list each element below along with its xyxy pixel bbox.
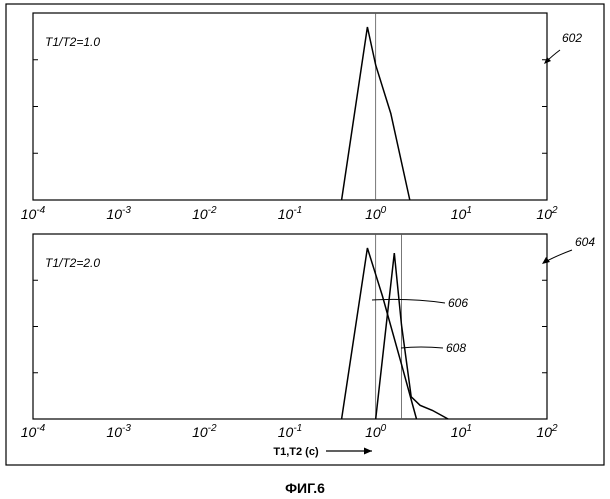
reference-leaders (372, 50, 572, 348)
x-tick-label: 10-4 (21, 205, 46, 222)
panel-label: T1/T2=1.0 (45, 35, 100, 49)
leader-604 (545, 250, 572, 262)
panel-label: T1/T2=2.0 (45, 256, 100, 270)
series-reference-number: 608 (446, 341, 466, 355)
x-tick-label: 10-3 (106, 205, 131, 222)
x-tick-label: 101 (451, 423, 472, 440)
x-tick-label: 101 (451, 205, 472, 222)
chart-panel-bottom: 10-4 10-3 10-2 10-1 100 101 102 T1/T2=2.0 604 T1,… (21, 234, 596, 458)
x-tick-label: 10-3 (106, 423, 131, 440)
x-tick-label: 10-2 (192, 205, 217, 222)
x-tick-label: 100 (365, 423, 387, 440)
panel-reference-number: 604 (575, 235, 595, 249)
x-tick-label: 10-2 (192, 423, 217, 440)
series-reference-number: 606 (448, 296, 468, 310)
leader-604-head (542, 257, 550, 264)
panel-reference-number: 602 (562, 31, 582, 45)
x-tick-label: 102 (536, 423, 558, 440)
x-tick-label: 10-4 (21, 423, 46, 440)
plot-frame (33, 13, 547, 200)
x-axis-arrowhead (364, 448, 372, 455)
series-line-2 (376, 253, 448, 419)
x-tick-label: 10-1 (278, 423, 302, 440)
leader-608 (401, 347, 443, 348)
plot-frame (33, 234, 547, 419)
chart-panel-top: 10-4 10-3 10-2 10-1 100 101 102 T1/T2=1.0 602 (21, 13, 583, 222)
figure-caption: ФИГ.6 (285, 480, 325, 496)
leader-606 (372, 299, 445, 303)
x-tick-label: 102 (536, 205, 558, 222)
x-axis-label: T1,T2 (c) (273, 446, 319, 458)
x-tick-label: 100 (365, 205, 387, 222)
x-tick-label: 10-1 (278, 205, 302, 222)
